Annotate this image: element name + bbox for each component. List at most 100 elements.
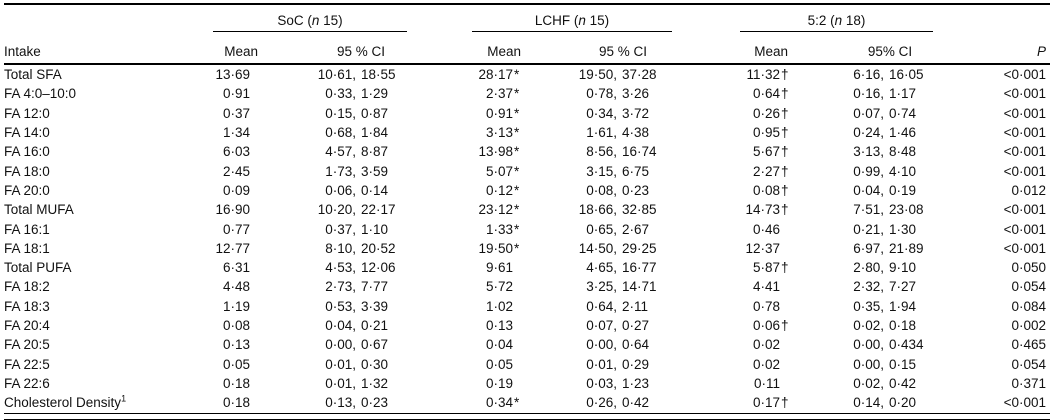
5-2-marker: † [781, 125, 789, 141]
table-row: FA 12:0 0·37 0·15, 0·87 0·91 * 0·34, 3·7… [4, 104, 1050, 123]
soc-ci-low: 0·13, [325, 395, 356, 411]
table-row: FA 20:0 0·09 0·06, 0·14 0·12 * 0·08, 0·2… [4, 181, 1050, 200]
soc-ci-high: 3·59 [361, 163, 389, 179]
soc-mean-cell: 12·77 [215, 240, 250, 256]
5-2-mean-cell: 5·67 [752, 144, 780, 160]
lchf-ci-low: 4·65, [586, 260, 617, 276]
5-2-mean-cell: 0·06 [752, 318, 780, 333]
lchf-ci-high: 2·67 [622, 221, 650, 237]
soc-mean-cell: 0·09 [222, 182, 250, 198]
5-2-mean-cell: 0·11 [753, 375, 780, 391]
row-label: Total MUFA [4, 202, 74, 218]
lchf-ci-high: 16·74 [622, 144, 657, 160]
5-2-ci-high: 1·17 [889, 86, 917, 102]
soc-ci-high: 0·30 [361, 356, 389, 372]
lchf-ci-low: 0·07, [586, 318, 617, 333]
5-2-marker: † [781, 318, 789, 333]
soc-mean-cell: 16·90 [215, 202, 250, 218]
soc-mean-cell: 0·18 [222, 395, 250, 411]
lchf-mean-cell: 9·61 [485, 260, 513, 276]
table-top-rule [4, 3, 1050, 5]
soc-ci-low: 4·53, [325, 260, 356, 276]
5-2-ci-low: 2·80, [853, 260, 884, 276]
soc-ci-high: 0·21 [361, 318, 389, 333]
column-header-row: Intake Mean 95 % CI Mean 95 % CI Mean 95… [4, 32, 1050, 63]
5-2-ci-low: 0·07, [853, 105, 884, 121]
lchf-ci-low: 3·15, [586, 163, 617, 179]
lchf-ci-high: 2·11 [622, 298, 649, 314]
header-bottom-rule [4, 63, 1050, 65]
lchf-ci-high: 0·42 [622, 395, 650, 411]
lchf-mean-cell: 3·13 [485, 125, 513, 141]
p-value-cell: 0·054 [1011, 356, 1046, 372]
column-header-intake: Intake [4, 44, 41, 59]
soc-spanner-rule: SoC (n 15) [213, 13, 407, 32]
lchf-ci-low: 0·00, [586, 337, 617, 353]
soc-mean-cell: 1·19 [222, 298, 250, 314]
soc-mean-cell: 0·91 [222, 86, 250, 102]
soc-mean-cell: 0·18 [222, 375, 250, 391]
soc-ci-low: 0·01, [325, 375, 356, 391]
lchf-mean-cell: 0·05 [485, 356, 513, 372]
group-label-soc: SoC (n 15) [277, 13, 343, 28]
soc-ci-high: 3·39 [361, 298, 389, 314]
soc-ci-low: 2·73, [325, 279, 356, 295]
row-label: FA 18:0 [4, 163, 50, 179]
p-value-cell: <0·001 [1003, 105, 1046, 121]
lchf-spanner-rule: LCHF (n 15) [472, 13, 672, 32]
soc-mean-cell: 0·08 [222, 318, 250, 333]
table-row: FA 16:1 0·77 0·37, 1·10 1·33 * 0·65, 2·6… [4, 219, 1050, 238]
5-2-ci-high: 0·74 [889, 105, 917, 121]
5-2-marker: † [781, 260, 789, 276]
row-label: FA 18:1 [4, 240, 50, 256]
lchf-marker: * [514, 395, 520, 411]
p-value-cell: <0·001 [1003, 240, 1046, 256]
row-label: Cholesterol Density1 [4, 393, 127, 411]
column-header-p-value: P [1036, 44, 1046, 59]
row-label: FA 20:0 [4, 182, 50, 198]
column-header-lchf-ci: 95 % CI [598, 44, 648, 59]
soc-ci-low: 10·20, [317, 202, 356, 218]
table-row: FA 14:0 1·34 0·68, 1·84 3·13 * 1·61, 4·3… [4, 123, 1050, 142]
lchf-ci-low: 0·64, [586, 298, 617, 314]
row-label: FA 18:2 [4, 279, 50, 295]
lchf-mean-cell: 1·02 [485, 298, 513, 314]
soc-ci-low: 8·10, [325, 240, 356, 256]
soc-ci-high: 0·87 [361, 105, 389, 121]
5-2-ci-high: 0·15 [889, 356, 917, 372]
lchf-ci-high: 4·38 [622, 125, 650, 141]
5-2-ci-high: 9·10 [889, 260, 917, 276]
5-2-ci-low: 0·02, [853, 318, 884, 333]
p-value-cell: <0·001 [1003, 395, 1046, 411]
p-value-cell: <0·001 [1003, 163, 1046, 179]
5-2-mean-cell: 12·37 [745, 240, 780, 256]
5-2-mean-cell: 0·95 [752, 125, 780, 141]
lchf-mean-cell: 28·17 [478, 67, 513, 83]
soc-ci-low: 0·00, [325, 337, 356, 353]
5-2-ci-low: 0·04, [853, 182, 884, 198]
table-row: Total MUFA 16·90 10·20, 22·17 23·12 * 18… [4, 200, 1050, 219]
lchf-ci-low: 0·65, [586, 221, 617, 237]
5-2-ci-low: 0·35, [853, 298, 884, 314]
soc-mean-cell: 0·13 [222, 337, 250, 353]
5-2-ci-high: 4·10 [889, 163, 917, 179]
soc-ci-high: 18·55 [361, 67, 396, 83]
soc-ci-high: 1·10 [361, 221, 389, 237]
group-header-row: SoC (n 15) LCHF (n 15) 5:2 (n 18) [4, 5, 1050, 32]
lchf-marker: * [514, 221, 520, 237]
p-value-cell: 0·012 [1011, 182, 1046, 198]
soc-ci-low: 0·68, [325, 125, 356, 141]
column-header-5-2-mean: Mean [754, 44, 788, 59]
group-label-lchf: LCHF (n 15) [534, 13, 610, 28]
5-2-ci-high: 1·30 [889, 221, 917, 237]
5-2-mean-cell: 0·46 [752, 221, 780, 237]
group-header-soc: SoC (n 15) [206, 13, 436, 32]
5-2-ci-high: 0·18 [889, 318, 917, 333]
5-2-mean-cell: 11·32 [746, 67, 780, 83]
soc-ci-low: 0·53, [325, 298, 356, 314]
table-row: FA 16:0 6·03 4·57, 8·87 13·98 * 8·56, 16… [4, 142, 1050, 161]
soc-ci-high: 12·06 [361, 260, 396, 276]
5-2-mean-cell: 0·02 [752, 337, 780, 353]
lchf-mean-cell: 2·37 [485, 86, 513, 102]
lchf-ci-high: 16·77 [622, 260, 657, 276]
